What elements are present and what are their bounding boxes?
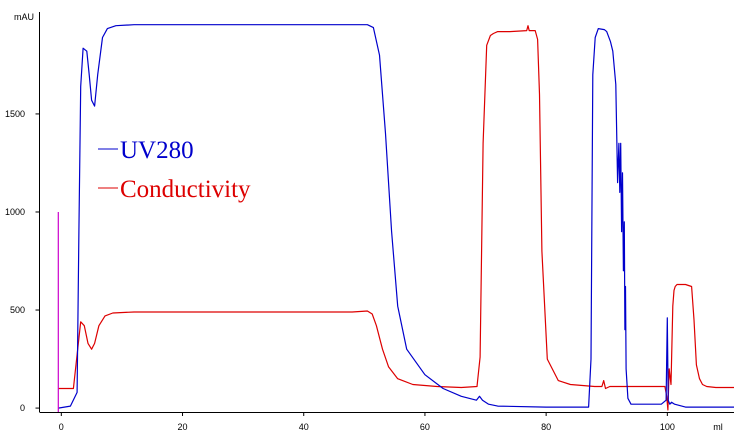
- x-tick-label: 80: [541, 422, 551, 432]
- x-axis-label: ml: [713, 422, 723, 432]
- x-tick-label: 60: [420, 422, 430, 432]
- series-line-uv280: [58, 24, 734, 409]
- x-tick-label: 100: [660, 422, 675, 432]
- legend-item-conductivity: Conductivity: [98, 176, 251, 203]
- y-tick-label: 500: [10, 305, 25, 315]
- x-tick-label: 20: [178, 422, 188, 432]
- data-series: [57, 24, 734, 412]
- y-tick-label: 1500: [5, 109, 25, 119]
- series-line-conductivity: [58, 25, 734, 411]
- x-tick-label: 0: [59, 422, 64, 432]
- legend-item-uv280: UV280: [98, 137, 194, 164]
- y-tick-label: 0: [20, 403, 25, 413]
- x-tick-label: 40: [299, 422, 309, 432]
- y-axis-label: mAU: [14, 12, 34, 22]
- legend: UV280 Conductivity: [98, 137, 251, 203]
- legend-label-conductivity: Conductivity: [120, 176, 251, 203]
- legend-label-uv280: UV280: [120, 137, 194, 164]
- y-tick-label: 1000: [5, 207, 25, 217]
